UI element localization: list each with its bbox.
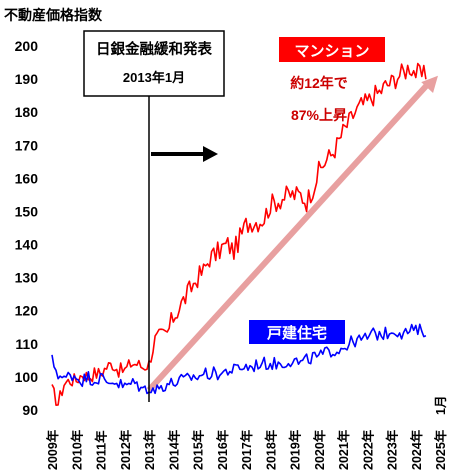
plot-area	[51, 62, 438, 407]
x-tick-label: 2016年	[215, 429, 230, 470]
event-date: 2013年1月	[123, 70, 185, 85]
x-tick-label: 2013年	[142, 429, 157, 470]
condo-label: マンション	[294, 43, 369, 60]
condo-label-box	[279, 37, 385, 62]
y-tick-label: 130	[15, 270, 39, 286]
x-axis: 2009年 2010年 2011年 2012年 2013年 2014年 2015年 2016年…	[45, 396, 448, 470]
x-tick-label: 2018年	[263, 429, 278, 470]
detached-label-box	[249, 320, 345, 344]
event-label: 日銀金融緩和発表	[96, 40, 212, 58]
y-tick-label: 100	[15, 369, 39, 385]
x-tick-label: 2011年	[94, 430, 109, 470]
event-box	[83, 30, 225, 97]
x-tick-label: 2010年	[69, 429, 84, 470]
x-tick-label: 2015年	[191, 429, 206, 470]
x-tick-label: 2025年	[433, 429, 448, 470]
growth-note-1: 約12年で	[290, 75, 348, 91]
growth-note-2: 87%上昇	[291, 107, 347, 123]
y-tick-label: 200	[15, 38, 39, 54]
y-tick-label: 120	[15, 303, 39, 319]
y-tick-label: 90	[22, 402, 38, 418]
event-arrow-head	[203, 146, 218, 162]
x-tick-label-month: 1月	[434, 396, 448, 415]
y-tick-label: 190	[15, 71, 39, 87]
detached-label: 戸建住宅	[267, 324, 327, 342]
y-tick-label: 140	[15, 237, 39, 253]
x-tick-label: 2012年	[118, 429, 133, 470]
y-tick-label: 180	[15, 104, 39, 120]
x-tick-label: 2022年	[360, 429, 375, 470]
y-axis: 90 100 110 120 130 140 150 160 170 180 190 200	[15, 38, 39, 418]
x-tick-label: 2020年	[312, 429, 327, 470]
x-tick-label: 2023年	[385, 429, 400, 470]
y-tick-label: 170	[15, 137, 39, 153]
y-tick-label: 110	[15, 336, 38, 352]
y-tick-label: 150	[15, 203, 39, 219]
x-tick-label: 2009年	[45, 429, 60, 470]
x-tick-label: 2014年	[166, 429, 181, 470]
y-tick-label: 160	[15, 170, 39, 186]
x-tick-label: 2024年	[409, 429, 424, 470]
chart-title: 不動産価格指数	[4, 7, 103, 23]
x-tick-label: 2021年	[336, 429, 351, 470]
x-tick-label: 2019年	[288, 429, 303, 470]
series-line	[51, 62, 427, 407]
trend-arrow-head	[421, 75, 438, 93]
trend-arrow-line	[146, 79, 433, 393]
series-line	[51, 323, 427, 395]
x-tick-label: 2017年	[239, 429, 254, 470]
